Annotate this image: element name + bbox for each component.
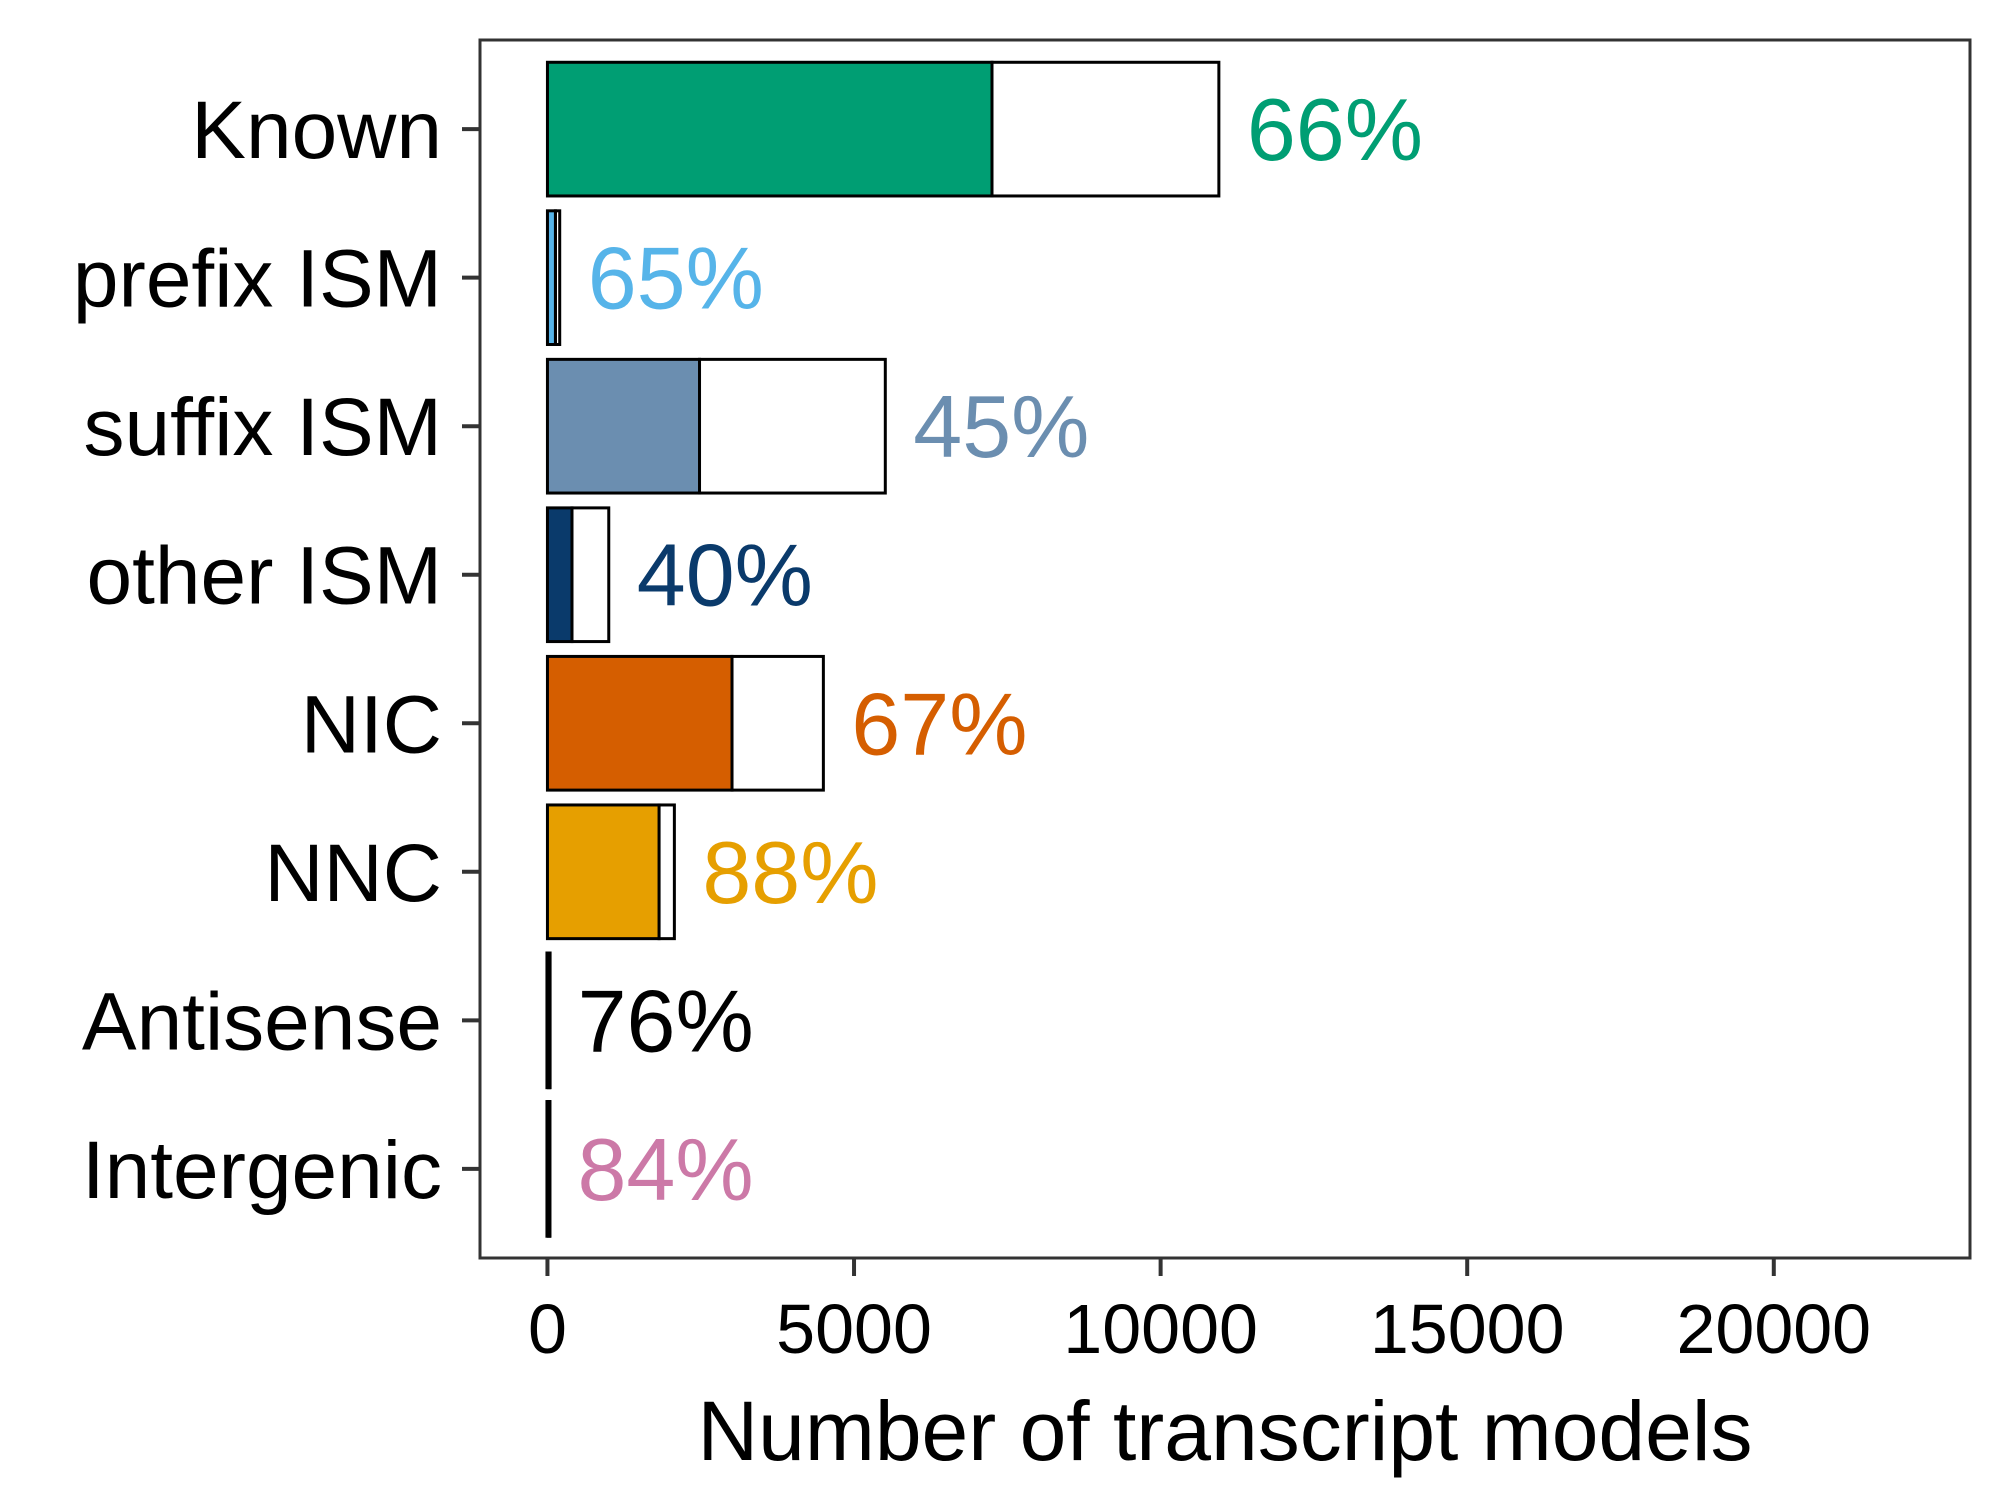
- bar-0: [545, 60, 994, 198]
- category-label-2: suffix ISM: [84, 382, 442, 473]
- bar-2: [545, 357, 702, 495]
- bar-7: [545, 1100, 551, 1238]
- x-tick-label-1: 5000: [776, 1290, 932, 1368]
- percent-label-0: 66%: [1247, 80, 1423, 179]
- bar-remainder-4: [730, 654, 825, 792]
- x-tick-label-3: 15000: [1370, 1290, 1565, 1368]
- category-label-5: NNC: [264, 828, 442, 919]
- x-tick-label-0: 0: [528, 1290, 567, 1368]
- bar-remainder-2: [698, 357, 887, 495]
- category-label-7: Intergenic: [82, 1125, 442, 1216]
- y-axis: Known prefix ISM suffix ISM other ISM NIC NNC…: [73, 85, 480, 1216]
- category-label-0: Known: [191, 85, 442, 176]
- percent-label-4: 67%: [851, 674, 1027, 773]
- bar-remainder-3: [570, 506, 611, 644]
- bar-1: [545, 209, 557, 346]
- bar-remainder-0: [990, 60, 1221, 198]
- category-label-4: NIC: [301, 679, 442, 770]
- x-tick-label-4: 20000: [1676, 1290, 1871, 1368]
- percent-label-6: 76%: [578, 971, 754, 1070]
- percent-label-1: 65%: [588, 229, 764, 328]
- bar-remainder-5: [657, 803, 676, 941]
- bar-6: [545, 951, 551, 1090]
- percent-label-2: 45%: [913, 377, 1089, 476]
- percent-label-3: 40%: [637, 526, 813, 625]
- x-axis: 0 5000 10000 15000 20000: [528, 1258, 1871, 1368]
- percent-label-5: 88%: [702, 823, 878, 922]
- category-label-3: other ISM: [87, 531, 442, 622]
- bar-4: [545, 654, 734, 792]
- category-label-1: prefix ISM: [73, 234, 442, 325]
- bar-3: [545, 506, 574, 644]
- plot-panel: [478, 38, 1972, 1260]
- bar-5: [545, 803, 661, 941]
- x-axis-title: Number of transcript models: [697, 1384, 1752, 1478]
- x-tick-label-2: 10000: [1063, 1290, 1258, 1368]
- percent-label-7: 84%: [577, 1120, 753, 1219]
- category-label-6: Antisense: [82, 976, 442, 1067]
- bars-layer: 66% 65% 45% 40% 67% 88% 76% 84%: [545, 60, 1423, 1238]
